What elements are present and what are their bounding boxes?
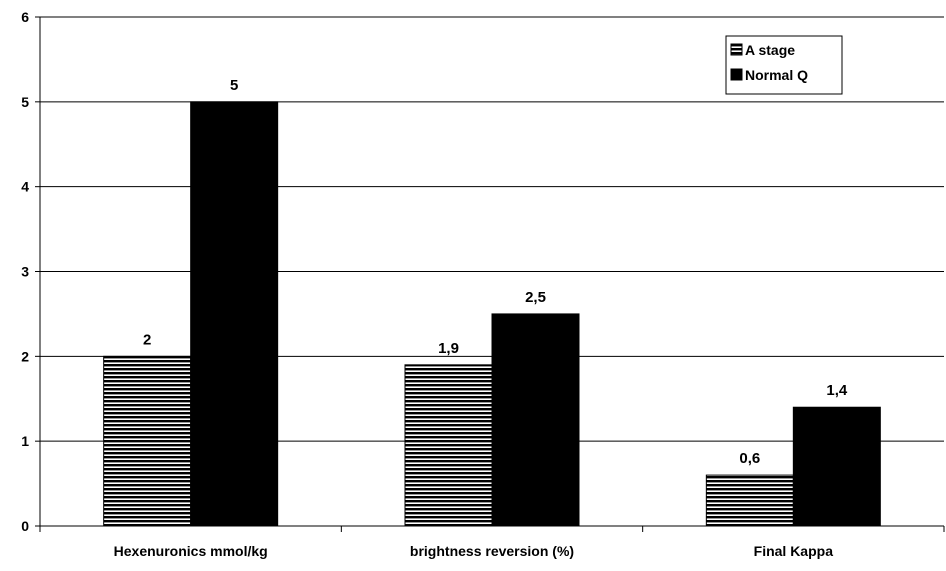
y-tick-label: 0 bbox=[21, 518, 29, 534]
data-label: 0,6 bbox=[739, 450, 760, 467]
legend-label: A stage bbox=[745, 42, 795, 58]
legend-swatch bbox=[730, 43, 743, 56]
y-tick-label: 3 bbox=[21, 264, 29, 280]
legend-box bbox=[725, 35, 843, 95]
bar-a-stage bbox=[404, 364, 493, 527]
y-tick-label: 4 bbox=[21, 179, 29, 195]
bar-normal-q bbox=[190, 101, 279, 527]
y-tick-label: 2 bbox=[21, 348, 29, 364]
x-tick-label: Hexenuronics mmol/kg bbox=[114, 543, 268, 559]
bar-normal-q bbox=[792, 406, 881, 527]
data-label: 2 bbox=[143, 331, 151, 348]
bar-normal-q bbox=[491, 313, 580, 527]
data-label: 1,9 bbox=[438, 340, 459, 357]
data-label: 2,5 bbox=[525, 289, 546, 306]
bar-a-stage bbox=[705, 474, 794, 527]
data-label: 1,4 bbox=[826, 382, 848, 399]
x-tick-label: Final Kappa bbox=[754, 543, 834, 559]
legend-label: Normal Q bbox=[745, 67, 808, 83]
y-tick-label: 6 bbox=[21, 9, 29, 25]
bar-a-stage bbox=[103, 355, 192, 527]
y-tick-label: 5 bbox=[21, 94, 29, 110]
x-tick-label: brightness reversion (%) bbox=[410, 543, 574, 559]
y-tick-label: 1 bbox=[21, 433, 29, 449]
data-label: 5 bbox=[230, 77, 238, 94]
legend-swatch bbox=[730, 68, 743, 81]
